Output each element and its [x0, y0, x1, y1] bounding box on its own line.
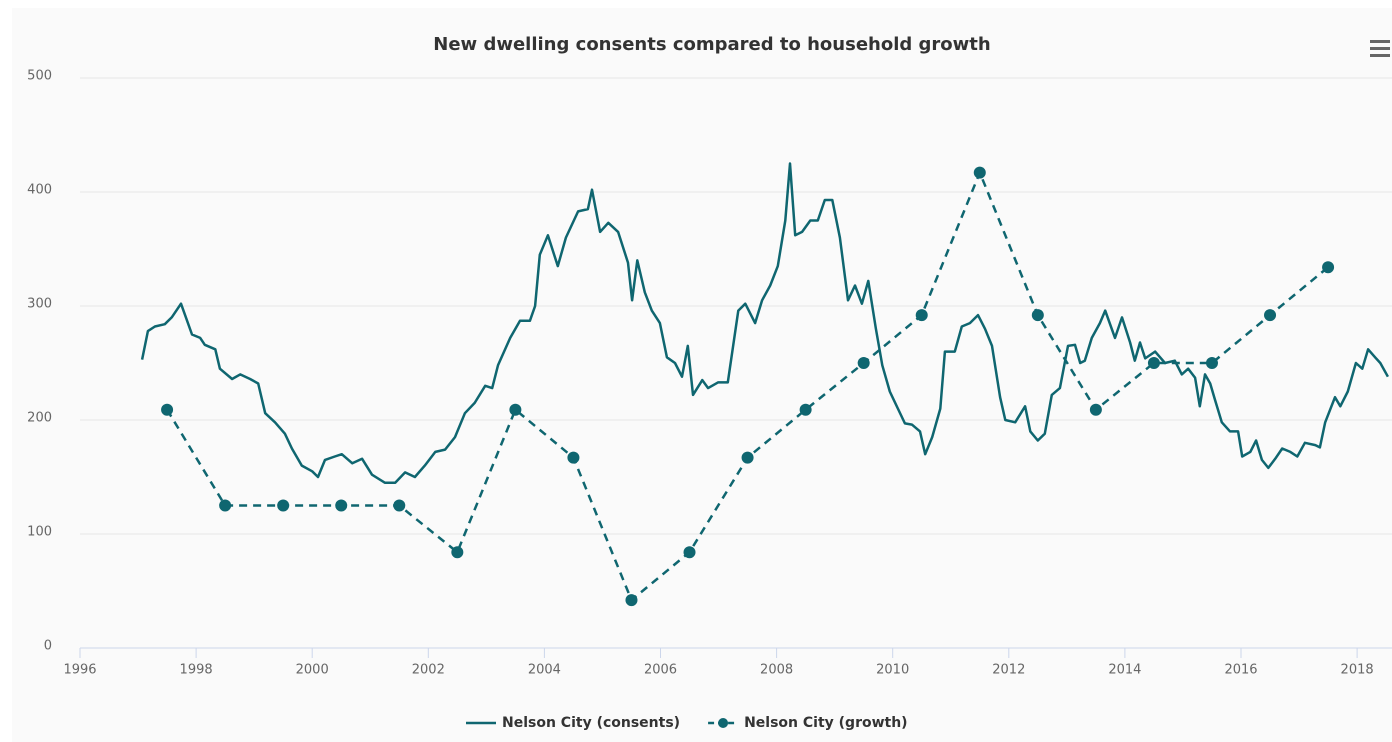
legend-item: Nelson City (growth)	[708, 715, 908, 731]
x-tick-label: 2016	[1224, 663, 1257, 678]
series-marker	[1264, 309, 1277, 322]
y-tick-label: 400	[27, 183, 52, 198]
chart-title: New dwelling consents compared to househ…	[433, 34, 990, 55]
menu-bar	[1370, 47, 1390, 50]
x-tick-label: 2018	[1341, 663, 1374, 678]
x-tick-label: 2004	[528, 663, 561, 678]
x-tick-label: 2000	[296, 663, 329, 678]
legend-label: Nelson City (consents)	[502, 715, 680, 731]
series-marker	[741, 451, 754, 464]
series-marker	[683, 546, 696, 559]
x-tick-label: 2006	[644, 663, 677, 678]
y-tick-label: 0	[44, 639, 52, 654]
series-marker	[1147, 357, 1160, 369]
series-marker	[1205, 357, 1218, 369]
x-tick-label: 1998	[180, 663, 213, 678]
y-tick-label: 200	[27, 411, 52, 426]
series-marker	[857, 357, 870, 369]
legend-item: Nelson City (consents)	[466, 715, 680, 731]
series-marker	[219, 499, 232, 512]
series-marker	[393, 499, 406, 512]
series-marker	[335, 499, 348, 512]
series-marker	[1322, 261, 1335, 274]
series-marker	[915, 309, 928, 322]
x-tick-label: 2012	[992, 663, 1025, 678]
series-marker	[451, 546, 464, 559]
x-tick-label: 2014	[1108, 663, 1141, 678]
x-tick-label: 1996	[63, 663, 96, 678]
series-marker	[277, 499, 290, 512]
y-tick-label: 500	[27, 69, 52, 84]
series-marker	[625, 594, 638, 607]
series-marker	[1089, 403, 1102, 416]
y-tick-label: 300	[27, 297, 52, 312]
x-tick-label: 2010	[876, 663, 909, 678]
series-marker	[161, 403, 174, 416]
series-marker	[1031, 309, 1044, 322]
menu-button[interactable]	[1370, 40, 1390, 57]
legend-marker	[718, 718, 729, 728]
plot-background	[12, 8, 1392, 742]
legend: Nelson City (consents) Nelson City (growt…	[466, 715, 908, 731]
x-tick-label: 2002	[412, 663, 445, 678]
series-marker	[567, 451, 580, 464]
x-tick-label: 2008	[760, 663, 793, 678]
menu-bar	[1370, 40, 1390, 43]
menu-bar	[1370, 54, 1390, 57]
legend-label: Nelson City (growth)	[744, 715, 908, 731]
series-marker	[799, 403, 812, 416]
series-line	[140, 162, 1389, 484]
series-marker	[973, 166, 986, 179]
y-tick-label: 100	[27, 525, 52, 540]
series-marker	[509, 403, 522, 416]
